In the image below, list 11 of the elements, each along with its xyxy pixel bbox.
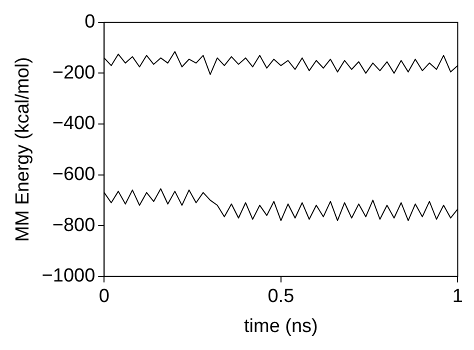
y-axis-title: MM Energy (kcal/mol): [12, 57, 34, 242]
x-tick-label: 1: [452, 286, 464, 308]
x-tick-label: 0: [98, 286, 110, 308]
x-tick-label: 0.5: [268, 286, 294, 308]
y-tick-label: −200: [52, 62, 96, 84]
y-tick-label: −600: [52, 164, 96, 186]
y-tick-label: −800: [52, 214, 96, 236]
y-tick-label: 0: [84, 12, 96, 33]
y-tick-label: −400: [52, 113, 96, 134]
y-tick-label: −1000: [42, 266, 96, 287]
x-axis-title: time (ns): [244, 316, 318, 337]
